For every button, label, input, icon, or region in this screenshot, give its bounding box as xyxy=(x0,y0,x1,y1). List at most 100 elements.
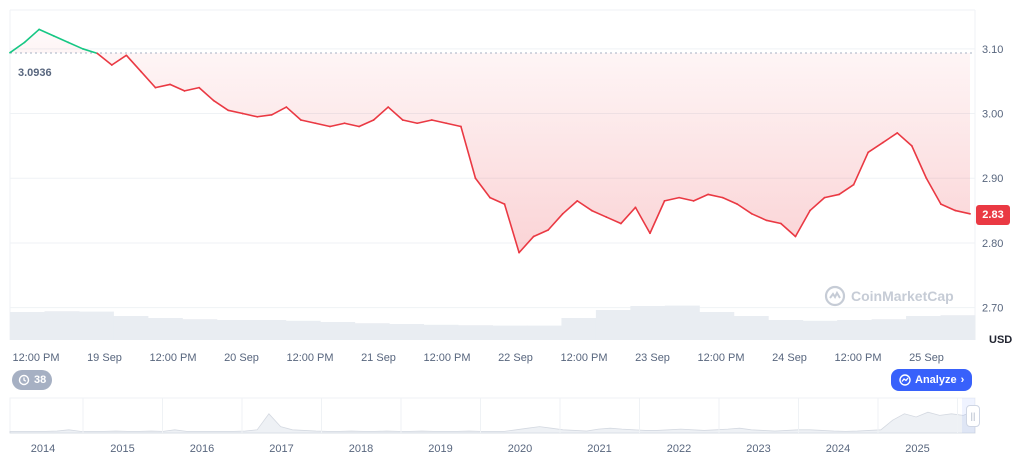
price-line-down-segment xyxy=(387,106,404,121)
history-count-badge[interactable]: 38 xyxy=(12,370,53,390)
x-tick-label: 24 Sep xyxy=(772,352,807,364)
price-line-down-segment xyxy=(372,106,389,121)
y-tick-label: 2.80 xyxy=(982,238,1003,250)
price-line-down-segment xyxy=(605,216,622,225)
volume-bar xyxy=(354,323,390,340)
price-point xyxy=(96,52,99,55)
price-point xyxy=(547,229,549,231)
price-line-down-segment xyxy=(736,203,753,215)
x-tick-label: 12:00 PM xyxy=(560,352,607,364)
price-line-down-segment xyxy=(431,119,448,125)
volume-bar xyxy=(906,316,942,340)
price-point xyxy=(780,222,782,225)
x-tick-label: 22 Sep xyxy=(498,352,533,364)
price-line-down-segment xyxy=(547,213,564,231)
price-point xyxy=(416,122,419,125)
price-point xyxy=(9,51,11,54)
price-point xyxy=(212,99,215,102)
price-line-down-segment xyxy=(329,122,346,128)
price-line-down-segment xyxy=(591,209,608,218)
price-point xyxy=(969,213,971,215)
price-line-up-segment xyxy=(9,41,26,54)
price-line-down-segment xyxy=(911,145,928,180)
price-point xyxy=(794,235,797,238)
x-tick-label: 23 Sep xyxy=(635,352,670,364)
volume-bar xyxy=(630,306,666,340)
price-point xyxy=(125,54,128,57)
volume-bar xyxy=(940,315,976,340)
price-point xyxy=(285,106,288,108)
price-point xyxy=(823,196,826,199)
price-line-down-segment xyxy=(416,119,433,125)
navigator-drag-handle[interactable]: || xyxy=(966,405,980,427)
price-line-down-segment xyxy=(838,183,855,196)
price-point xyxy=(431,119,433,121)
price-line-down-segment xyxy=(634,206,651,235)
price-line-down-segment xyxy=(649,200,666,235)
price-point xyxy=(503,203,506,205)
price-line-down-segment xyxy=(692,193,709,202)
navigator-year-label: 2014 xyxy=(31,443,55,455)
y-tick-label: 2.90 xyxy=(982,173,1003,185)
price-point xyxy=(751,213,753,215)
price-line-down-segment xyxy=(111,54,128,66)
price-point xyxy=(271,114,273,116)
volume-bar xyxy=(78,311,114,340)
volume-bar xyxy=(802,320,838,340)
volume-bar xyxy=(561,318,597,340)
price-point xyxy=(489,196,491,199)
price-line-down-segment xyxy=(241,112,259,118)
price-point xyxy=(721,196,724,199)
price-line-down-segment xyxy=(256,114,273,118)
price-line-down-segment xyxy=(678,196,695,202)
price-point xyxy=(881,141,884,144)
price-line-down-segment xyxy=(620,206,637,225)
x-tick-label: 12:00 PM xyxy=(286,352,333,364)
price-line-down-segment xyxy=(154,83,171,89)
navigator-year-label: 2022 xyxy=(667,443,691,455)
start-price-label: 3.0936 xyxy=(18,67,52,79)
price-line-down-segment xyxy=(823,193,840,199)
price-point xyxy=(256,115,259,118)
price-line-down-segment xyxy=(780,222,797,238)
watermark: CoinMarketCap xyxy=(824,285,954,307)
volume-bar xyxy=(10,312,45,340)
volume-bar xyxy=(595,310,631,340)
volume-bar xyxy=(389,324,425,340)
price-line-up-segment xyxy=(81,48,99,55)
volume-bar xyxy=(423,324,459,340)
volume-bar xyxy=(44,311,80,340)
navigator-year-label: 2024 xyxy=(826,443,850,455)
price-line-up-segment xyxy=(38,28,55,37)
price-line-down-segment xyxy=(445,122,462,128)
price-line-down-segment xyxy=(940,203,957,212)
volume-bar xyxy=(285,320,321,340)
price-line-down-segment xyxy=(852,151,869,186)
volume-bar xyxy=(320,322,356,340)
grip-icon: || xyxy=(970,411,976,421)
price-point xyxy=(241,112,244,115)
price-point xyxy=(736,203,739,205)
volume-bar xyxy=(492,325,528,340)
volume-bar xyxy=(113,316,149,340)
analyze-button[interactable]: Analyze › xyxy=(891,369,973,391)
price-point xyxy=(154,86,157,89)
price-line-down-segment xyxy=(212,99,229,112)
navigator-year-label: 2025 xyxy=(905,443,929,455)
price-point xyxy=(940,203,942,205)
price-point xyxy=(300,119,302,121)
price-point xyxy=(183,90,186,92)
volume-bar xyxy=(251,320,287,340)
price-point xyxy=(692,200,695,202)
price-line-down-segment xyxy=(285,106,302,121)
navigator-year-label: 2023 xyxy=(746,443,770,455)
chevron-right-icon: › xyxy=(960,374,965,386)
price-line-down-segment xyxy=(183,86,200,92)
price-point xyxy=(809,209,811,212)
price-point xyxy=(634,206,637,209)
price-line-down-segment xyxy=(503,203,520,254)
x-tick-label: 12:00 PM xyxy=(834,352,881,364)
price-line-down-segment xyxy=(663,196,680,202)
